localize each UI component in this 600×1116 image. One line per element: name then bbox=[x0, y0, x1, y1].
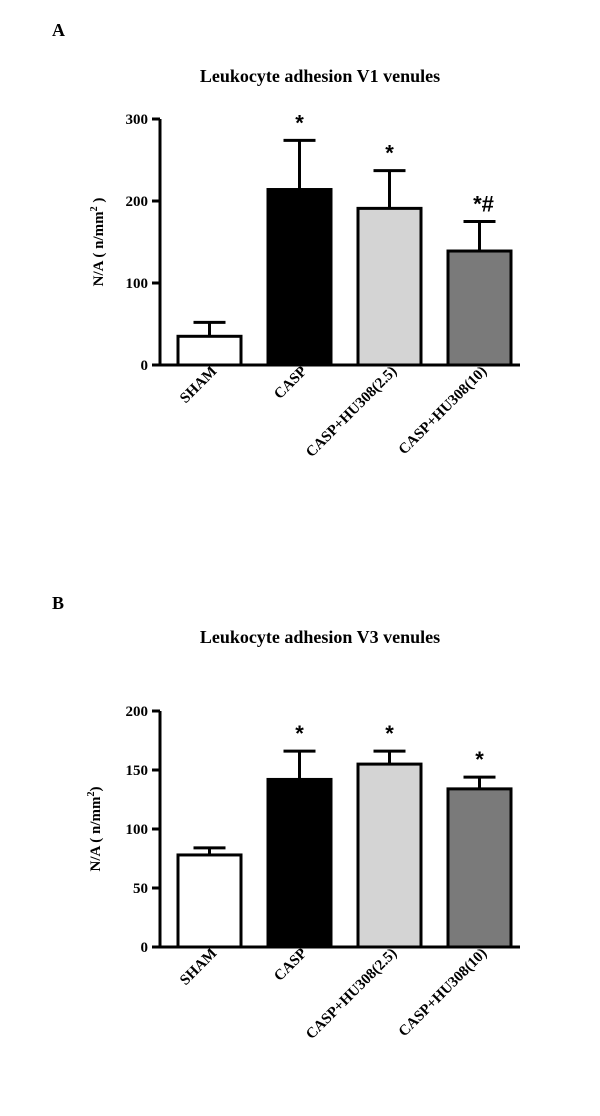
bar-casp-hu308-10- bbox=[446, 787, 513, 949]
y-tick-label: 0 bbox=[141, 358, 149, 374]
significance-marker: * bbox=[385, 141, 394, 166]
significance-marker: * bbox=[295, 110, 304, 135]
category-label: SHAM bbox=[177, 364, 220, 407]
panel-letter-a: A bbox=[52, 20, 65, 40]
y-axis-label: N/A ( n/mm2 ) bbox=[89, 198, 107, 287]
y-tick-label: 300 bbox=[126, 112, 149, 128]
panel-letter-b: B bbox=[52, 593, 65, 613]
y-axis-label-sup: 2 bbox=[89, 206, 100, 211]
y-axis-label-close: ) bbox=[91, 198, 107, 207]
y-axis-label: N/A ( n/mm2) bbox=[86, 787, 104, 872]
category-label: CASP bbox=[271, 364, 310, 403]
category-label: CASP+HU308(10) bbox=[396, 946, 491, 1041]
y-tick-label: 100 bbox=[126, 276, 149, 292]
y-tick-label: 0 bbox=[141, 940, 149, 956]
y-tick-label: 200 bbox=[126, 194, 149, 210]
y-axis-label-sup: 2 bbox=[86, 792, 97, 797]
y-axis-label-text: N/A ( n/mm bbox=[88, 796, 104, 872]
y-axis-label-text: N/A ( n/mm bbox=[91, 211, 107, 287]
significance-marker: * bbox=[385, 721, 394, 746]
bar-casp bbox=[266, 777, 333, 949]
category-label: SHAM bbox=[177, 946, 220, 989]
bar-casp-hu308-10- bbox=[446, 249, 513, 367]
category-label: CASP bbox=[271, 946, 310, 985]
category-label: CASP+HU308(2.5) bbox=[303, 364, 400, 461]
y-tick-label: 200 bbox=[126, 704, 149, 720]
significance-marker: *# bbox=[473, 192, 494, 217]
category-label: CASP+HU308(2.5) bbox=[303, 946, 400, 1043]
y-tick-label: 100 bbox=[126, 822, 149, 838]
bar-sham bbox=[176, 334, 243, 367]
y-axis-label-close: ) bbox=[88, 787, 104, 792]
bar-sham bbox=[176, 853, 243, 949]
category-label: CASP+HU308(10) bbox=[396, 364, 491, 459]
y-tick-label: 150 bbox=[126, 763, 149, 779]
significance-marker: * bbox=[295, 721, 304, 746]
chart-title: Leukocyte adhesion V1 venules bbox=[200, 66, 440, 86]
bar-casp-hu308-2-5- bbox=[356, 762, 423, 949]
chart-title: Leukocyte adhesion V3 venules bbox=[200, 627, 440, 647]
significance-marker: * bbox=[475, 747, 484, 772]
y-tick-label: 50 bbox=[133, 881, 148, 897]
bar-casp bbox=[266, 188, 333, 367]
bar-casp-hu308-2-5- bbox=[356, 206, 423, 367]
